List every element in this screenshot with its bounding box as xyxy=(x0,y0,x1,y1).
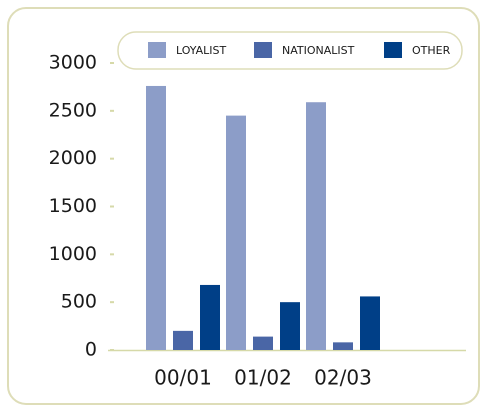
bar xyxy=(333,342,353,350)
bar xyxy=(173,330,193,350)
y-tick-label: 2000 xyxy=(49,147,97,169)
y-tick-label: 3000 xyxy=(49,52,97,74)
y-tick-label: 1000 xyxy=(49,243,97,265)
bar xyxy=(226,115,246,350)
legend-label: LOYALIST xyxy=(176,44,227,57)
legend-box xyxy=(117,31,463,70)
y-tick-label: 500 xyxy=(61,291,97,313)
bar xyxy=(360,296,380,350)
legend-swatch xyxy=(254,42,272,58)
x-tick-label: 02/03 xyxy=(314,366,372,390)
bar xyxy=(146,85,166,351)
bar xyxy=(200,284,220,350)
legend-swatch xyxy=(384,42,402,58)
bar xyxy=(306,102,326,351)
x-tick-label: 01/02 xyxy=(234,366,292,390)
y-tick-label: 0 xyxy=(85,339,97,361)
x-tick-label: 00/01 xyxy=(154,366,212,390)
legend-label: OTHER xyxy=(412,44,451,57)
legend-label: NATIONALIST xyxy=(282,44,355,57)
y-tick-label: 2500 xyxy=(49,99,97,121)
bar xyxy=(280,302,300,350)
bar xyxy=(253,336,273,350)
legend-swatch xyxy=(148,42,166,58)
y-tick-label: 1500 xyxy=(49,195,97,217)
